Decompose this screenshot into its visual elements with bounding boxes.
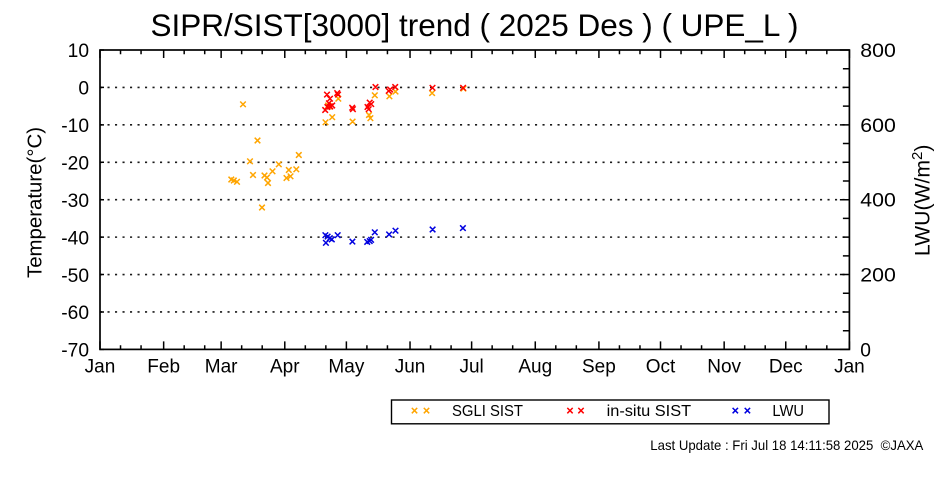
svg-text:-30: -30 — [61, 191, 89, 212]
svg-text:-70: -70 — [61, 341, 89, 362]
svg-text:Nov: Nov — [707, 357, 741, 378]
svg-text:in-situ SIST: in-situ SIST — [607, 403, 692, 420]
svg-text:10: 10 — [68, 41, 89, 62]
svg-text:-40: -40 — [61, 228, 89, 249]
svg-text:Mar: Mar — [205, 357, 238, 378]
svg-text:Jun: Jun — [395, 357, 426, 378]
svg-text:0: 0 — [860, 340, 871, 361]
svg-text:-20: -20 — [61, 153, 89, 174]
svg-text:Temperature(°C): Temperature(°C) — [24, 127, 46, 278]
svg-text:Jul: Jul — [459, 357, 483, 378]
svg-text:600: 600 — [860, 116, 896, 137]
svg-text:-50: -50 — [61, 266, 89, 287]
svg-text:-10: -10 — [61, 116, 89, 137]
svg-text:Jan: Jan — [85, 357, 116, 378]
svg-text:Feb: Feb — [147, 357, 180, 378]
svg-text:0: 0 — [78, 79, 89, 100]
svg-text:400: 400 — [860, 191, 896, 212]
svg-text:Jan: Jan — [834, 357, 865, 378]
svg-text:May: May — [328, 357, 364, 378]
svg-text:-60: -60 — [61, 303, 89, 324]
svg-text:LWU(W/m2): LWU(W/m2) — [909, 145, 935, 257]
svg-text:Sep: Sep — [582, 357, 616, 378]
svg-text:Apr: Apr — [270, 357, 300, 378]
svg-text:Aug: Aug — [518, 357, 552, 378]
svg-text:Dec: Dec — [769, 357, 803, 378]
svg-text:Last Update : Fri Jul 18 14:11: Last Update : Fri Jul 18 14:11:58 2025 ©… — [650, 438, 924, 453]
svg-text:Oct: Oct — [646, 357, 676, 378]
svg-text:SGLI SIST: SGLI SIST — [452, 403, 524, 420]
svg-text:800: 800 — [860, 41, 896, 62]
svg-text:200: 200 — [860, 266, 896, 287]
svg-text:LWU: LWU — [772, 403, 804, 420]
svg-text:SIPR/SIST[3000] trend ( 2025 D: SIPR/SIST[3000] trend ( 2025 Des ) ( UPE… — [151, 8, 799, 43]
